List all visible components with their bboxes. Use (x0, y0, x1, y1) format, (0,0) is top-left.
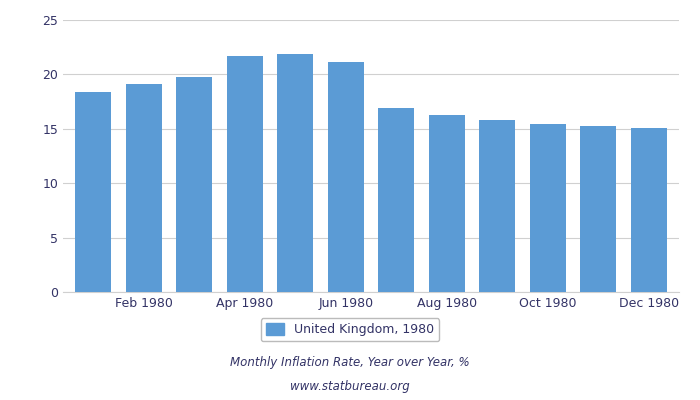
Bar (631, 128, 667, 292)
Bar (125, 84, 162, 292)
Text: Monthly Inflation Rate, Year over Year, %: Monthly Inflation Rate, Year over Year, … (230, 356, 470, 369)
Legend: United Kingdom, 1980: United Kingdom, 1980 (260, 318, 440, 341)
Bar (75, 92, 111, 292)
Bar (428, 115, 465, 292)
Bar (479, 120, 515, 292)
Bar (176, 76, 213, 292)
Bar (378, 108, 414, 292)
Bar (529, 124, 566, 292)
Bar (328, 62, 364, 292)
Bar (277, 54, 314, 292)
Bar (227, 56, 263, 292)
Bar (580, 126, 617, 292)
Text: www.statbureau.org: www.statbureau.org (290, 380, 410, 393)
